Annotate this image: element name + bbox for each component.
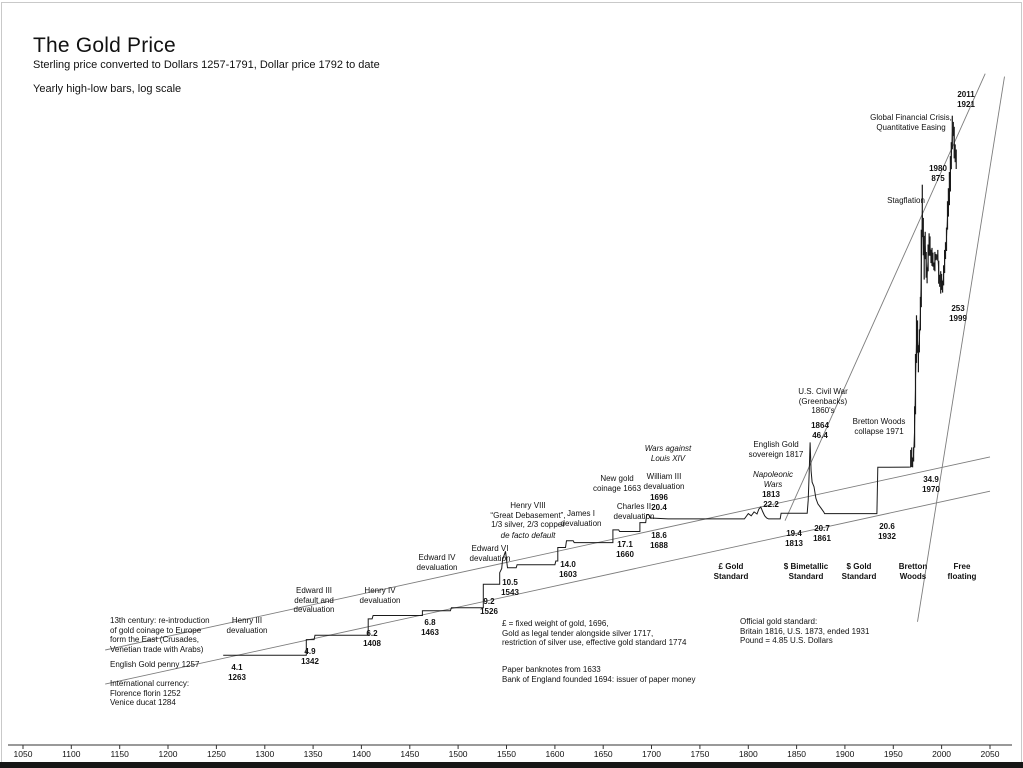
chart-scale-note: Yearly high-low bars, log scale [33,83,182,95]
x-tick-label: 1400 [352,749,371,759]
x-tick-label: 1650 [594,749,613,759]
x-tick-label: 1050 [14,749,33,759]
x-tick-label: 1950 [884,749,903,759]
x-tick-label: 1450 [400,749,419,759]
x-tick-label: 1550 [497,749,516,759]
x-tick-label: 1200 [159,749,178,759]
bottom-edge-bar [0,762,1023,768]
x-tick-label: 1250 [207,749,226,759]
x-tick-label: 1150 [111,749,130,759]
x-tick-label: 1350 [304,749,323,759]
price-line [223,442,910,656]
x-axis: 1050 1100 1150 1200 1250 1300 1350 1400 1450 1500… [8,744,1012,759]
x-tick-label: 1700 [642,749,661,759]
x-tick-label: 2050 [981,749,1000,759]
x-tick-label: 1100 [62,749,81,759]
x-tick-label: 1850 [787,749,806,759]
x-tick-label: 1750 [690,749,709,759]
x-tick-label: 2000 [932,749,951,759]
x-tick-label: 1300 [255,749,274,759]
x-tick-label: 1600 [545,749,564,759]
trend-lines [105,73,1005,685]
x-tick-label: 1500 [449,749,468,759]
x-tick-label: 1900 [835,749,854,759]
chart-subtitle: Sterling price converted to Dollars 1257… [33,59,380,71]
high-low-bars [909,115,957,468]
x-tick-label: 1800 [739,749,758,759]
chart-title: The Gold Price [33,34,176,58]
